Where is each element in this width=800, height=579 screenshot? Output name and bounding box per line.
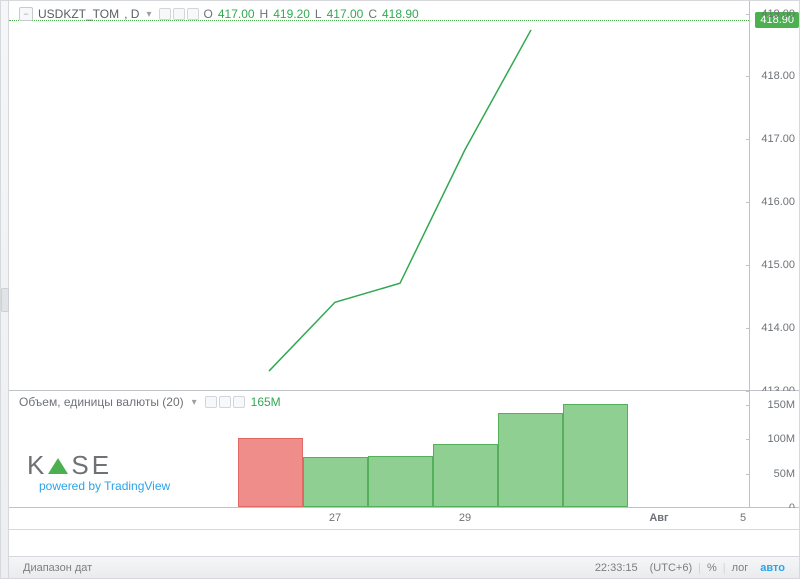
close-icon[interactable]: [233, 396, 245, 408]
timezone[interactable]: (UTC+6): [644, 562, 698, 574]
left-toolbar: [1, 1, 9, 578]
clock-time: 22:33:15: [589, 562, 644, 574]
ohlc-o-label: O: [204, 7, 213, 21]
chart-container: USDKZT_TOM , D ▾ O 417.00 H 419.20 L 417…: [0, 0, 800, 579]
y-tick-label: 418.00: [761, 70, 795, 82]
legend-controls: [159, 8, 199, 20]
price-line-svg: [9, 1, 749, 390]
volume-bar: [433, 444, 498, 507]
y-tick-label: 414.00: [761, 322, 795, 334]
time-axis[interactable]: 27 29 Авг 5: [9, 508, 799, 530]
x-tick-label: 29: [459, 512, 471, 524]
y-tick-label: 150M: [767, 399, 795, 411]
volume-legend-controls: [205, 396, 245, 408]
footer-bar: Диапазон дат 22:33:15 (UTC+6) | % | лог …: [9, 556, 799, 578]
x-tick-label: 5: [740, 512, 746, 524]
y-tick-label: 415.00: [761, 259, 795, 271]
ohlc-c-label: C: [368, 7, 377, 21]
price-y-axis[interactable]: 418.90 413.00414.00415.00416.00417.00418…: [749, 1, 799, 390]
y-tick-label: 100M: [767, 433, 795, 445]
x-tick-label: 27: [329, 512, 341, 524]
volume-current-value: 165M: [251, 395, 281, 409]
symbol-interval: , D: [124, 7, 139, 21]
symbol-legend: USDKZT_TOM , D ▾ O 417.00 H 419.20 L 417…: [19, 7, 419, 21]
volume-bar: [303, 457, 368, 507]
powered-by: powered by TradingView: [39, 479, 170, 493]
date-range-button[interactable]: Диапазон дат: [17, 562, 98, 574]
ohlc-c: 418.90: [382, 7, 419, 21]
kase-logo: K S E powered by TradingView: [27, 450, 170, 493]
price-pane: USDKZT_TOM , D ▾ O 417.00 H 419.20 L 417…: [9, 1, 799, 391]
chevron-down-icon[interactable]: ▾: [144, 9, 153, 20]
volume-legend-text: Объем, единицы валюты (20): [19, 395, 184, 409]
ohlc-l-label: L: [315, 7, 322, 21]
volume-y-axis[interactable]: 050M100M150M: [749, 391, 799, 507]
x-tick-label: Авг: [649, 512, 668, 524]
y-tick-label: 50M: [774, 468, 795, 480]
percent-button[interactable]: %: [701, 562, 723, 574]
volume-pane: Объем, единицы валюты (20) ▾ 165M K S E …: [9, 391, 799, 508]
settings-icon[interactable]: [173, 8, 185, 20]
main-area: USDKZT_TOM , D ▾ O 417.00 H 419.20 L 417…: [9, 1, 799, 556]
kase-brand: K S E: [27, 450, 170, 481]
log-button[interactable]: лог: [726, 562, 755, 574]
ohlc-h: 419.20: [273, 7, 310, 21]
chevron-down-icon[interactable]: ▾: [190, 397, 199, 408]
eye-icon[interactable]: [205, 396, 217, 408]
y-tick-label: 417.00: [761, 133, 795, 145]
volume-bar: [368, 456, 433, 507]
auto-button[interactable]: авто: [754, 562, 791, 574]
y-tick-label: 419.00: [761, 8, 795, 20]
eye-icon[interactable]: [159, 8, 171, 20]
ohlc-h-label: H: [260, 7, 269, 21]
triangle-icon: [48, 458, 68, 474]
volume-bar: [498, 413, 563, 507]
collapse-icon[interactable]: [19, 7, 33, 21]
settings-icon[interactable]: [219, 396, 231, 408]
scroll-thumb[interactable]: [1, 288, 9, 312]
volume-bar: [563, 404, 628, 507]
volume-bar: [238, 438, 303, 507]
y-tick-label: 416.00: [761, 196, 795, 208]
symbol-name: USDKZT_TOM: [38, 7, 119, 21]
ohlc-o: 417.00: [218, 7, 255, 21]
volume-legend: Объем, единицы валюты (20) ▾ 165M: [19, 395, 281, 409]
ohlc-l: 417.00: [327, 7, 364, 21]
price-plot-area[interactable]: [9, 1, 749, 390]
close-icon[interactable]: [187, 8, 199, 20]
